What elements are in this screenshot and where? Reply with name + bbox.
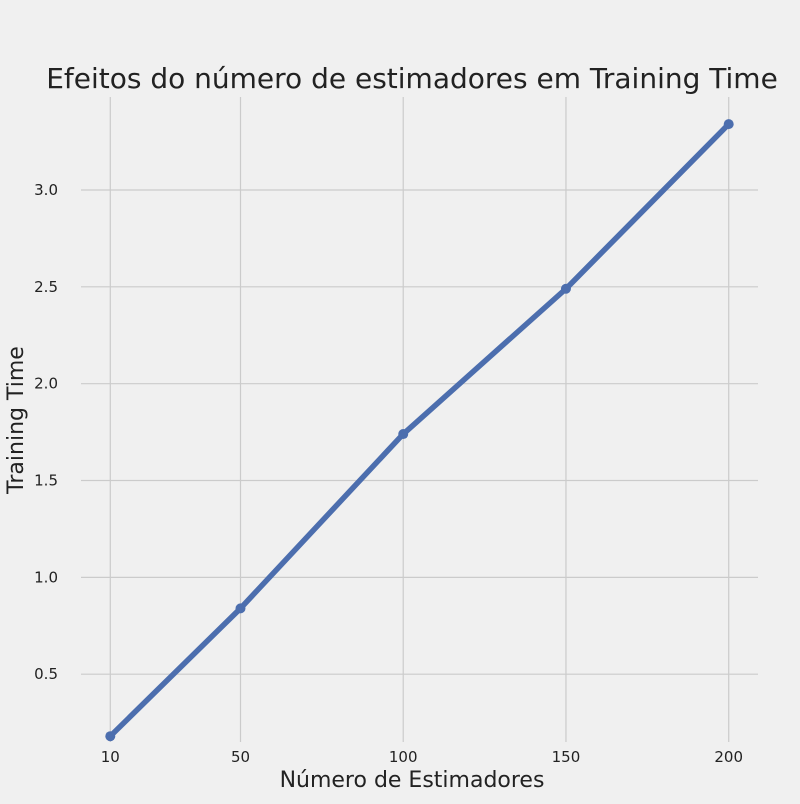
data-point (723, 119, 734, 130)
x-tick-label: 200 (714, 748, 743, 766)
y-tick-label: 2.0 (34, 375, 58, 393)
data-point (105, 731, 116, 742)
y-tick-label: 1.0 (34, 568, 58, 586)
y-axis-label: Training Time (4, 346, 29, 495)
series-layer (105, 119, 734, 742)
tick-layer: 10 50 100 150 200 0.5 1.0 1.5 2.0 2.5 3.0 (34, 181, 743, 766)
data-point (398, 429, 409, 440)
x-tick-label: 100 (389, 748, 418, 766)
series-line (107, 121, 732, 739)
data-point (560, 283, 571, 294)
data-point (235, 603, 246, 614)
x-axis-label: Número de Estimadores (280, 768, 545, 793)
chart-title: Efeitos do número de estimadores em Trai… (46, 62, 778, 95)
y-tick-label: 0.5 (34, 665, 58, 683)
y-tick-label: 1.5 (34, 472, 58, 490)
x-tick-label: 150 (552, 748, 581, 766)
x-tick-label: 50 (231, 748, 250, 766)
y-tick-label: 2.5 (34, 278, 58, 296)
x-tick-label: 10 (101, 748, 120, 766)
y-tick-label: 3.0 (34, 181, 58, 199)
grid-layer (81, 97, 758, 742)
